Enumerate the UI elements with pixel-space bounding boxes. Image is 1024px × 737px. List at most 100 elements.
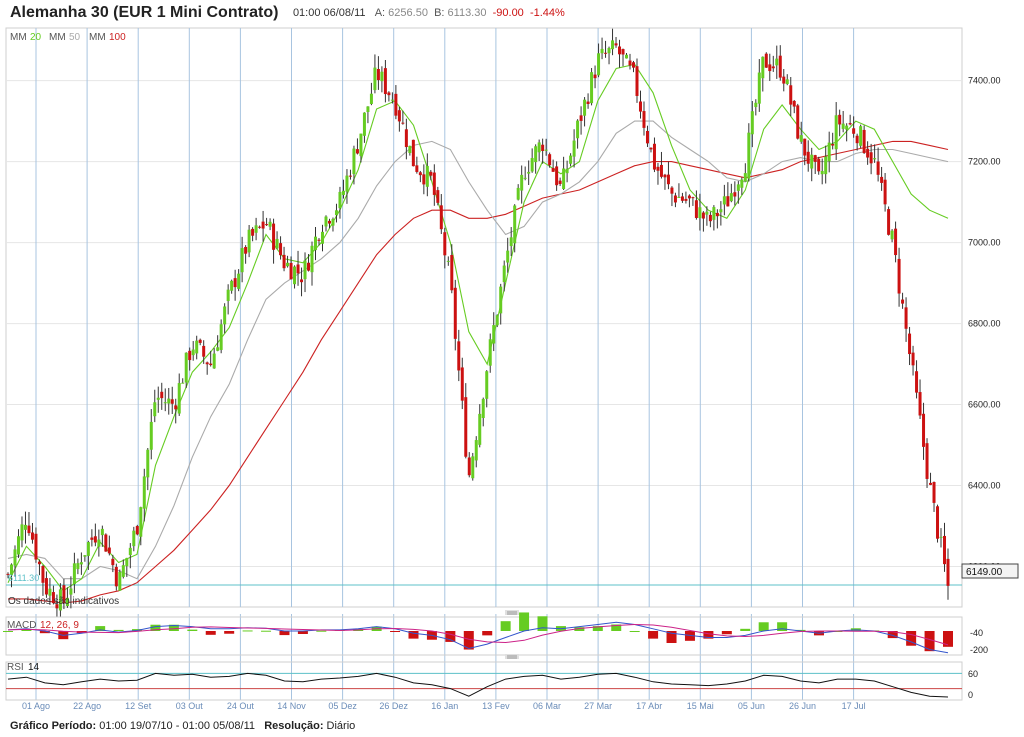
macd-histogram-bar	[297, 631, 308, 634]
candle-down	[55, 604, 59, 609]
candle-down	[198, 339, 202, 343]
quote-datetime: 01:00 06/08/11	[292, 7, 366, 19]
candle-up	[79, 562, 83, 565]
candle-up	[142, 476, 146, 509]
candle-down	[673, 195, 677, 203]
candle-down	[436, 190, 440, 203]
macd-histogram-bar	[316, 630, 327, 632]
candle-up	[523, 177, 527, 179]
candle-down	[107, 547, 111, 554]
macd-histogram-bar	[777, 622, 788, 631]
x-tick-label: 17 Jul	[842, 701, 866, 711]
resolution-value: Diário	[326, 720, 356, 732]
candle-up	[16, 536, 20, 555]
candle-up	[890, 230, 894, 240]
candle-down	[897, 258, 901, 294]
candle-up	[268, 221, 272, 227]
candle-down	[691, 197, 695, 199]
candle-up	[513, 205, 517, 244]
candle-down	[188, 350, 192, 361]
candle-down	[160, 391, 164, 399]
ma50-legend-period: 50	[69, 32, 81, 43]
ma20-legend-label: MM	[10, 32, 27, 43]
candle-up	[334, 210, 338, 216]
candle-down	[901, 299, 905, 304]
candle-up	[736, 184, 740, 191]
macd-histogram-bar	[684, 631, 695, 641]
candle-down	[922, 413, 926, 447]
candle-up	[184, 352, 188, 383]
candle-up	[20, 524, 24, 541]
period-value: 01:00 19/07/10 - 01:00 05/08/11	[99, 720, 256, 732]
candle-down	[894, 228, 898, 256]
macd-histogram-bar	[150, 624, 161, 631]
candle-up	[502, 265, 506, 283]
macd-histogram-bar	[408, 631, 419, 639]
x-tick-label: 26 Jun	[789, 701, 816, 711]
candle-down	[663, 174, 667, 178]
candle-up	[100, 528, 104, 536]
x-tick-label: 24 Out	[227, 701, 255, 711]
candle-up	[516, 187, 520, 200]
candle-up	[226, 289, 230, 302]
candle-down	[929, 482, 933, 485]
ma20-line-group	[7, 63, 949, 592]
x-tick-label: 15 Mai	[687, 701, 714, 711]
candle-down	[628, 60, 632, 66]
candle-down	[244, 247, 248, 254]
y-tick-label: 7200.00	[968, 157, 1001, 167]
macd-histogram-bar	[113, 629, 124, 631]
candle-up	[600, 48, 604, 54]
candle-up	[191, 349, 195, 356]
candle-down	[652, 143, 656, 170]
candle-down	[279, 243, 283, 256]
ma50-legend-label: MM	[49, 32, 66, 43]
candle-up	[530, 157, 534, 172]
macd-histogram-bar	[242, 630, 253, 632]
candle-up	[478, 413, 482, 445]
macd-histogram-bar	[648, 631, 659, 639]
x-tick-label: 22 Ago	[73, 701, 101, 711]
macd-histogram-bar	[666, 631, 677, 643]
candle-down	[272, 223, 276, 250]
candle-down	[887, 209, 891, 235]
candle-up	[230, 280, 234, 291]
candle-down	[632, 62, 636, 68]
candle-down	[261, 221, 265, 229]
ma100-line-group	[8, 140, 949, 604]
candle-up	[237, 273, 241, 289]
candle-down	[397, 110, 401, 122]
macd-histogram-bar	[390, 631, 401, 632]
candle-down	[908, 333, 912, 355]
candle-up	[324, 216, 328, 227]
candle-up	[167, 398, 171, 404]
macd-resize-handle[interactable]	[505, 610, 519, 615]
candle-down	[202, 345, 206, 357]
candle-up	[58, 589, 62, 611]
bid-label: B:	[434, 7, 445, 19]
candle-down	[904, 307, 908, 329]
candle-down	[852, 128, 856, 134]
candle-up	[590, 72, 594, 104]
candle-up	[247, 229, 251, 253]
candle-down	[27, 525, 31, 534]
candle-up	[576, 120, 580, 139]
candle-down	[792, 100, 796, 107]
candle-down	[586, 101, 590, 104]
rsi-resize-handle[interactable]	[505, 654, 519, 659]
candle-down	[680, 196, 684, 201]
candle-down	[649, 147, 653, 150]
macd-histogram-bar	[3, 631, 13, 632]
macd-histogram-bar	[943, 631, 953, 647]
candle-down	[848, 123, 852, 125]
candle-down	[656, 166, 660, 171]
candle-down	[296, 264, 300, 274]
candle-down	[782, 76, 786, 84]
candle-down	[422, 174, 426, 185]
ask-label: A:	[374, 7, 386, 19]
candle-up	[597, 53, 601, 76]
candle-down	[915, 371, 919, 393]
candle-up	[834, 115, 838, 150]
candle-down	[635, 66, 639, 96]
